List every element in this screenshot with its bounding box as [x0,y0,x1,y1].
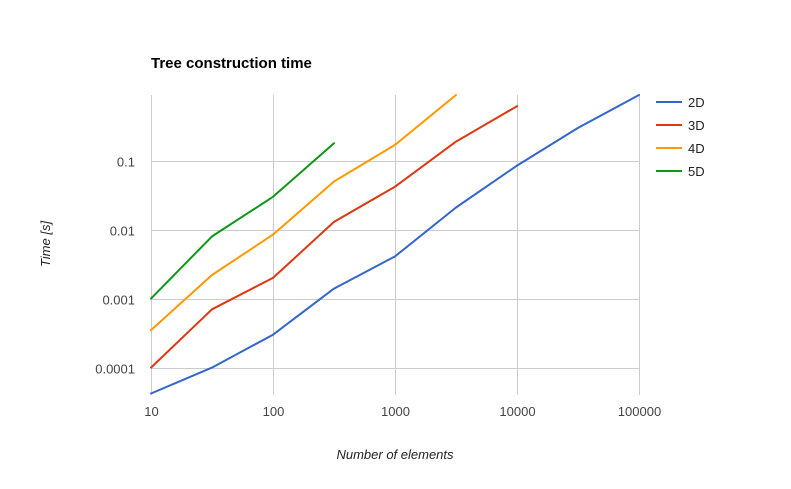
series-line-4d [150,94,457,332]
legend-item-4d: 4D [656,141,705,156]
legend-item-3d: 3D [656,118,705,133]
legend-item-5d: 5D [656,164,705,179]
x-tick-label: 100000 [618,404,661,419]
x-axis-label: Number of elements [336,447,454,462]
y-axis-ticks: 0.0001 0.001 0.01 0.1 [95,155,135,377]
series-lines [150,94,640,395]
y-tick-label: 0.01 [110,224,135,239]
x-tick-label: 1000 [381,404,410,419]
series-line-3d [150,105,518,369]
x-tick-label: 100 [263,404,285,419]
y-tick-label: 0.001 [102,293,135,308]
series-line-5d [150,142,335,300]
legend-label: 4D [688,141,705,156]
grid [151,95,640,395]
series-line-2d [150,94,640,395]
legend-item-2d: 2D [656,95,705,110]
x-tick-label: 10000 [499,404,535,419]
chart-title: Tree construction time [151,55,312,72]
legend: 2D 3D 4D 5D [656,95,705,179]
y-tick-label: 0.0001 [95,362,135,377]
x-axis-ticks: 10 100 1000 10000 100000 [144,404,661,419]
x-tick-label: 10 [144,404,158,419]
y-axis-label: Time [s] [38,221,53,267]
legend-label: 3D [688,118,705,133]
legend-label: 2D [688,95,705,110]
y-tick-label: 0.1 [117,155,135,170]
legend-label: 5D [688,164,705,179]
